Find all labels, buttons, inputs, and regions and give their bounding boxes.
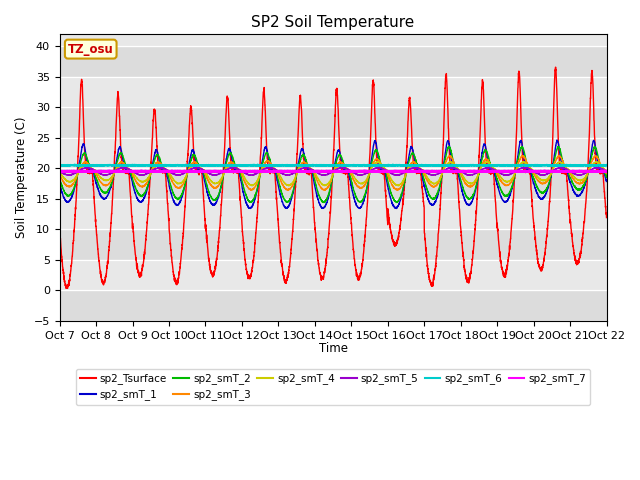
sp2_smT_1 bbox=[487, 167, 495, 172]
sp2_Tsurface bbox=[456, 209, 463, 215]
sp2_smT_4 bbox=[456, 167, 463, 173]
Line: sp2_smT_5: sp2_smT_5 bbox=[60, 168, 607, 175]
sp2_smT_2 bbox=[56, 176, 63, 181]
sp2_smT_7 bbox=[487, 168, 495, 174]
sp2_smT_7 bbox=[313, 168, 321, 174]
sp2_smT_6 bbox=[456, 162, 463, 168]
sp2_smT_1 bbox=[456, 178, 463, 183]
sp2_smT_3 bbox=[456, 169, 463, 175]
sp2_smT_5 bbox=[603, 168, 611, 174]
Line: sp2_smT_7: sp2_smT_7 bbox=[60, 171, 607, 172]
sp2_Tsurface bbox=[603, 215, 611, 220]
Line: sp2_smT_2: sp2_smT_2 bbox=[60, 146, 607, 203]
Bar bbox=[60, 107, 607, 138]
Bar bbox=[60, 168, 607, 199]
sp2_Tsurface bbox=[56, 226, 63, 232]
sp2_smT_6 bbox=[313, 162, 321, 168]
sp2_smT_6 bbox=[389, 162, 397, 168]
sp2_smT_3 bbox=[426, 181, 433, 187]
sp2_smT_6 bbox=[154, 163, 162, 168]
Line: sp2_smT_6: sp2_smT_6 bbox=[60, 165, 607, 166]
sp2_smT_3 bbox=[487, 162, 495, 168]
sp2_Tsurface bbox=[487, 168, 495, 174]
sp2_smT_3 bbox=[313, 176, 321, 182]
sp2_Tsurface bbox=[63, 286, 71, 291]
Line: sp2_smT_4: sp2_smT_4 bbox=[60, 162, 607, 186]
sp2_smT_5 bbox=[56, 168, 63, 174]
sp2_smT_6 bbox=[487, 162, 495, 168]
sp2_smT_2 bbox=[456, 173, 463, 179]
sp2_smT_3 bbox=[602, 170, 610, 176]
Line: sp2_smT_1: sp2_smT_1 bbox=[60, 140, 607, 208]
sp2_smT_3 bbox=[56, 171, 63, 177]
sp2_Tsurface bbox=[552, 64, 559, 70]
sp2_Tsurface bbox=[313, 243, 321, 249]
sp2_smT_4 bbox=[285, 183, 292, 189]
sp2_smT_4 bbox=[426, 178, 433, 183]
sp2_smT_1 bbox=[56, 181, 63, 187]
sp2_smT_5 bbox=[487, 165, 495, 171]
sp2_smT_2 bbox=[313, 185, 321, 191]
sp2_smT_5 bbox=[212, 172, 220, 178]
sp2_Tsurface bbox=[426, 277, 433, 283]
sp2_smT_5 bbox=[313, 169, 321, 175]
sp2_smT_2 bbox=[518, 144, 526, 149]
sp2_smT_3 bbox=[284, 187, 292, 193]
sp2_smT_2 bbox=[487, 162, 495, 168]
sp2_smT_7 bbox=[426, 168, 433, 174]
sp2_smT_4 bbox=[603, 168, 611, 174]
Text: TZ_osu: TZ_osu bbox=[68, 43, 114, 56]
sp2_smT_1 bbox=[603, 179, 611, 184]
Line: sp2_smT_3: sp2_smT_3 bbox=[60, 156, 607, 190]
sp2_Tsurface bbox=[602, 207, 610, 213]
sp2_smT_3 bbox=[556, 153, 563, 158]
sp2_smT_5 bbox=[557, 165, 565, 170]
sp2_smT_2 bbox=[320, 200, 328, 205]
sp2_smT_6 bbox=[426, 162, 433, 168]
sp2_smT_4 bbox=[487, 162, 495, 168]
sp2_smT_7 bbox=[56, 168, 63, 174]
sp2_smT_4 bbox=[56, 169, 63, 175]
Bar bbox=[60, 229, 607, 260]
sp2_smT_1 bbox=[553, 137, 561, 143]
sp2_smT_1 bbox=[313, 192, 321, 197]
sp2_smT_6 bbox=[603, 162, 611, 168]
sp2_smT_1 bbox=[154, 151, 162, 156]
sp2_smT_4 bbox=[313, 173, 321, 179]
sp2_smT_7 bbox=[446, 168, 454, 174]
sp2_smT_3 bbox=[603, 171, 611, 177]
sp2_smT_4 bbox=[154, 163, 162, 168]
sp2_smT_4 bbox=[484, 159, 492, 165]
sp2_smT_5 bbox=[602, 168, 610, 174]
sp2_smT_7 bbox=[603, 168, 611, 174]
sp2_smT_7 bbox=[602, 168, 610, 174]
sp2_smT_2 bbox=[154, 152, 162, 157]
sp2_smT_6 bbox=[602, 162, 610, 168]
sp2_smT_5 bbox=[426, 171, 433, 177]
sp2_smT_6 bbox=[601, 163, 609, 169]
sp2_smT_5 bbox=[154, 165, 162, 171]
sp2_smT_2 bbox=[602, 173, 610, 179]
sp2_smT_1 bbox=[356, 205, 364, 211]
X-axis label: Time: Time bbox=[319, 342, 348, 355]
Title: SP2 Soil Temperature: SP2 Soil Temperature bbox=[252, 15, 415, 30]
Legend: sp2_Tsurface, sp2_smT_1, sp2_smT_2, sp2_smT_3, sp2_smT_4, sp2_smT_5, sp2_smT_6, : sp2_Tsurface, sp2_smT_1, sp2_smT_2, sp2_… bbox=[76, 369, 590, 405]
sp2_smT_2 bbox=[426, 192, 433, 198]
sp2_smT_1 bbox=[602, 177, 610, 183]
sp2_smT_4 bbox=[602, 168, 610, 173]
Bar bbox=[60, 46, 607, 77]
sp2_smT_1 bbox=[426, 199, 433, 205]
Line: sp2_Tsurface: sp2_Tsurface bbox=[60, 67, 607, 288]
sp2_smT_7 bbox=[347, 169, 355, 175]
sp2_Tsurface bbox=[154, 160, 162, 166]
Y-axis label: Soil Temperature (C): Soil Temperature (C) bbox=[15, 117, 28, 238]
sp2_smT_6 bbox=[56, 162, 63, 168]
sp2_smT_7 bbox=[456, 168, 463, 174]
sp2_smT_5 bbox=[456, 168, 463, 174]
sp2_smT_2 bbox=[603, 174, 611, 180]
Bar bbox=[60, 290, 607, 321]
sp2_smT_3 bbox=[154, 159, 162, 165]
sp2_smT_7 bbox=[154, 168, 162, 174]
